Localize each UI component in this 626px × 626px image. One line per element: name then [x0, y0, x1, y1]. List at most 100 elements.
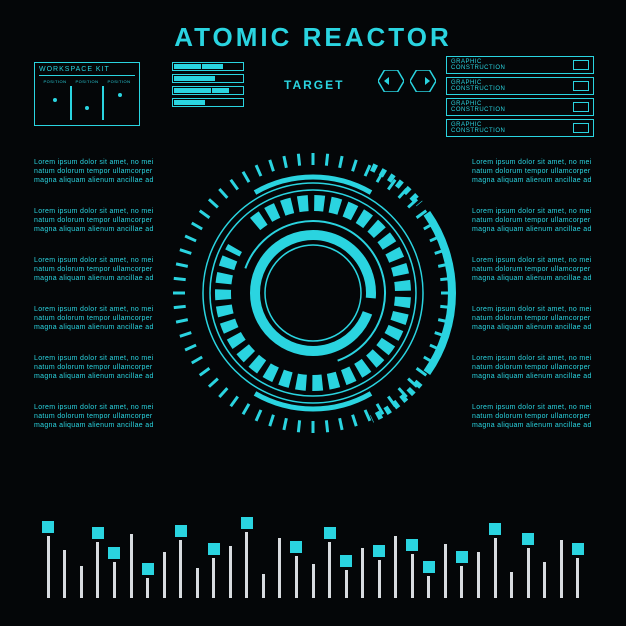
- graphic-construction-row[interactable]: GRAPHICCONSTRUCTION: [446, 119, 594, 137]
- workspace-kit-marker[interactable]: [53, 98, 57, 102]
- equalizer-stem: [560, 540, 563, 598]
- body-paragraph: Lorem ipsum dolor sit amet, no mei natum…: [472, 403, 592, 430]
- equalizer-bar[interactable]: [522, 514, 535, 598]
- equalizer-stem: [527, 548, 530, 598]
- graphic-construction-checkbox[interactable]: [573, 123, 589, 133]
- hud-tick: [353, 415, 357, 426]
- hud-tick: [270, 415, 274, 426]
- equalizer-bar[interactable]: [572, 514, 585, 598]
- target-label: TARGET: [284, 78, 344, 92]
- hud-tick: [256, 410, 261, 421]
- equalizer-cap-icon: [340, 555, 352, 567]
- graphic-construction-row[interactable]: GRAPHICCONSTRUCTION: [446, 77, 594, 95]
- equalizer-cap-icon: [108, 547, 120, 559]
- equalizer-bar[interactable]: [207, 514, 220, 598]
- workspace-kit-column: POSITION: [39, 79, 71, 120]
- equalizer-stem: [163, 552, 166, 598]
- equalizer-bar[interactable]: [108, 514, 121, 598]
- workspace-kit-scale: [71, 86, 103, 120]
- progress-segment: [174, 100, 205, 105]
- nav-prev-button[interactable]: [378, 70, 404, 92]
- progress-bar: [172, 74, 244, 83]
- equalizer-bar[interactable]: [456, 514, 469, 598]
- graphic-construction-checkbox[interactable]: [573, 102, 589, 112]
- equalizer-bar[interactable]: [125, 514, 138, 598]
- hud-tick: [174, 306, 186, 307]
- body-paragraph: Lorem ipsum dolor sit amet, no mei natum…: [34, 305, 154, 332]
- workspace-kit-scale: [103, 86, 135, 120]
- nav-hex-group: [378, 70, 436, 92]
- equalizer-cap-icon: [406, 539, 418, 551]
- equalizer-bar[interactable]: [290, 514, 303, 598]
- equalizer-bar[interactable]: [75, 514, 88, 598]
- progress-bar: [172, 98, 244, 107]
- equalizer-bar[interactable]: [191, 514, 204, 598]
- equalizer-stem: [262, 574, 265, 598]
- workspace-kit-marker[interactable]: [85, 106, 89, 110]
- body-paragraph: Lorem ipsum dolor sit amet, no mei natum…: [34, 207, 154, 234]
- workspace-kit-column: POSITION: [103, 79, 135, 120]
- hud-tick: [180, 250, 191, 254]
- equalizer-bar[interactable]: [423, 514, 436, 598]
- equalizer-stem: [477, 552, 480, 598]
- equalizer-stem: [130, 534, 133, 598]
- equalizer-bar[interactable]: [323, 514, 336, 598]
- nav-next-button[interactable]: [410, 70, 436, 92]
- equalizer-cap-icon: [42, 521, 54, 533]
- equalizer-cap-icon: [456, 551, 468, 563]
- equalizer-bar[interactable]: [141, 514, 154, 598]
- equalizer-bar[interactable]: [174, 514, 187, 598]
- body-paragraph: Lorem ipsum dolor sit amet, no mei natum…: [34, 158, 154, 185]
- equalizer-bar[interactable]: [406, 514, 419, 598]
- equalizer-bar[interactable]: [274, 514, 287, 598]
- body-paragraph: Lorem ipsum dolor sit amet, no mei natum…: [472, 354, 592, 381]
- hud-tick: [192, 357, 202, 363]
- hud-tick: [185, 236, 196, 241]
- equalizer-stem: [295, 556, 298, 598]
- equalizer-bar[interactable]: [555, 514, 568, 598]
- equalizer-stem: [146, 578, 149, 598]
- hud-base-arc-dotted: [372, 382, 420, 419]
- graphic-construction-label: GRAPHICCONSTRUCTION: [451, 80, 573, 92]
- equalizer-bar[interactable]: [356, 514, 369, 598]
- workspace-kit-marker[interactable]: [118, 93, 122, 97]
- equalizer-cap-icon: [208, 543, 220, 555]
- body-paragraph: Lorem ipsum dolor sit amet, no mei natum…: [472, 305, 592, 332]
- body-paragraph: Lorem ipsum dolor sit amet, no mei natum…: [34, 354, 154, 381]
- hud-tick: [209, 379, 218, 387]
- equalizer-bar[interactable]: [340, 514, 353, 598]
- graphic-construction-checkbox[interactable]: [573, 60, 589, 70]
- equalizer-bar[interactable]: [224, 514, 237, 598]
- equalizer-stem: [196, 568, 199, 598]
- equalizer-bar[interactable]: [257, 514, 270, 598]
- reactor-hud: [168, 148, 458, 438]
- equalizer-bar[interactable]: [505, 514, 518, 598]
- equalizer-bar[interactable]: [538, 514, 551, 598]
- body-paragraph: Lorem ipsum dolor sit amet, no mei natum…: [472, 158, 592, 185]
- equalizer-bar[interactable]: [92, 514, 105, 598]
- equalizer-cap-icon: [423, 561, 435, 573]
- equalizer-bar[interactable]: [307, 514, 320, 598]
- graphic-construction-row[interactable]: GRAPHICCONSTRUCTION: [446, 98, 594, 116]
- graphic-construction-checkbox[interactable]: [573, 81, 589, 91]
- hud-tick: [243, 404, 249, 414]
- equalizer-bar[interactable]: [241, 514, 254, 598]
- graphic-construction-row[interactable]: GRAPHICCONSTRUCTION: [446, 56, 594, 74]
- equalizer-bar[interactable]: [489, 514, 502, 598]
- progress-segment: [174, 76, 215, 81]
- progress-segment: [202, 64, 222, 69]
- equalizer-bar[interactable]: [373, 514, 386, 598]
- equalizer-bar[interactable]: [158, 514, 171, 598]
- equalizer-bar[interactable]: [42, 514, 55, 598]
- equalizer-bar[interactable]: [389, 514, 402, 598]
- equalizer-stem: [278, 538, 281, 598]
- equalizer-stem: [576, 558, 579, 598]
- equalizer-stem: [378, 560, 381, 598]
- hud-tick: [298, 154, 299, 166]
- equalizer-stem: [427, 576, 430, 598]
- equalizer-bar[interactable]: [439, 514, 452, 598]
- equalizer-bar[interactable]: [472, 514, 485, 598]
- hud-tick: [174, 278, 186, 279]
- equalizer-bar[interactable]: [59, 514, 72, 598]
- equalizer-stem: [394, 536, 397, 598]
